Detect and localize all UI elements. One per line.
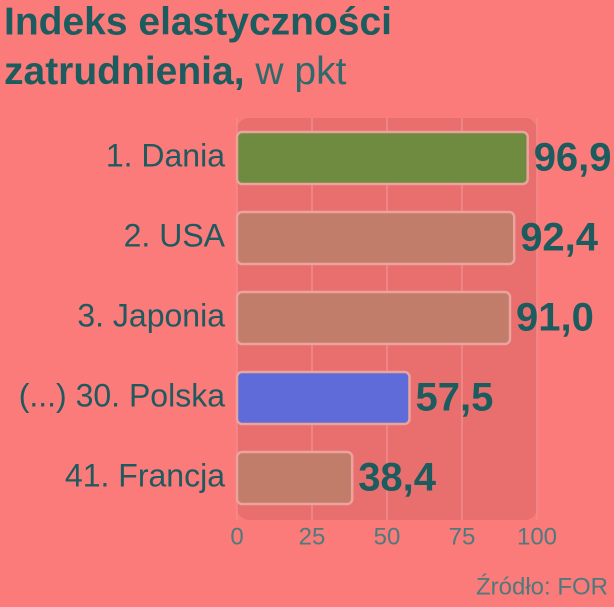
bar	[235, 290, 512, 346]
value-label: 96,9	[534, 136, 612, 180]
value-label: 91,0	[516, 296, 594, 340]
y-tick-label: 3. Japonia	[77, 297, 225, 333]
bar	[235, 210, 516, 266]
source: Źródło: FOR	[476, 573, 608, 600]
x-tick-label: 0	[230, 523, 243, 550]
chart-title-line: zatrudnienia, w pkt	[4, 50, 347, 93]
x-tick-label: 75	[449, 523, 476, 550]
bar	[235, 370, 411, 426]
value-label: 38,4	[358, 456, 437, 500]
y-tick-label: 41. Francja	[65, 457, 225, 493]
y-tick-label: 2. USA	[124, 217, 226, 253]
value-label: 92,4	[520, 216, 599, 260]
x-tick-label: 50	[374, 523, 401, 550]
chart-title: Indeks elastyczności	[4, 0, 392, 43]
value-label: 57,5	[416, 376, 494, 420]
chart-title-part: zatrudnienia,	[4, 50, 245, 93]
subtitle: w pkt	[254, 50, 346, 93]
x-tick-label: 100	[517, 523, 557, 550]
x-tick-label: 25	[299, 523, 326, 550]
y-tick-label: (...) 30. Polska	[19, 377, 226, 413]
bar	[235, 130, 529, 186]
y-tick-label: 1. Dania	[106, 137, 225, 173]
bar	[235, 450, 354, 506]
